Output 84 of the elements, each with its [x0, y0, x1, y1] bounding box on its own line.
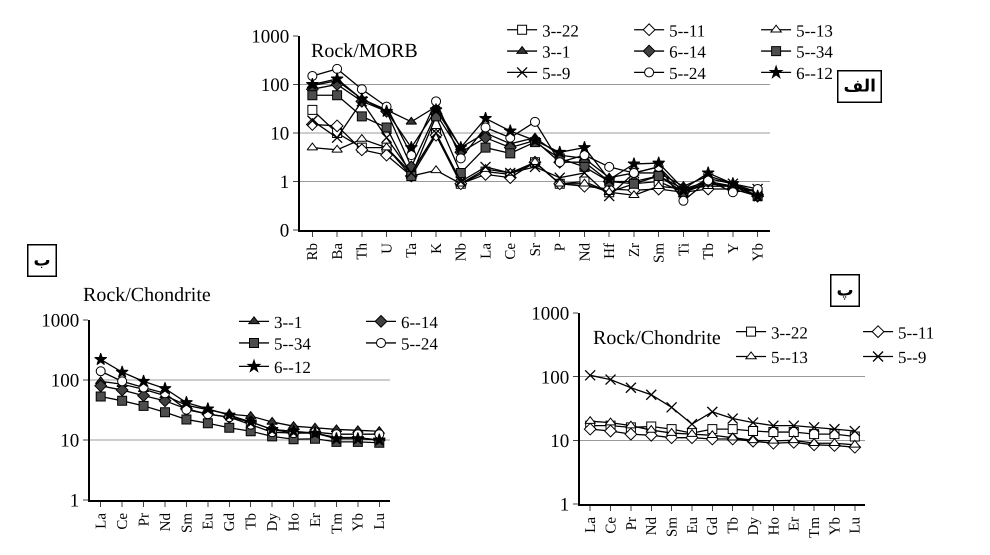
text: ب — [34, 250, 51, 270]
legend-label: 6--14 — [669, 42, 706, 62]
x-tick-label: La — [94, 512, 110, 529]
y-tick-label: 10 — [270, 124, 290, 145]
legend-label: 3--1 — [542, 42, 570, 62]
y-tick-label: 10 — [550, 430, 570, 452]
y-tick-label: 0 — [280, 220, 290, 242]
x-tick-label: Pr — [624, 517, 640, 530]
x-tick-label: U — [379, 242, 396, 254]
x-tick-label: Eu — [200, 512, 217, 530]
legend-label: 5--24 — [669, 64, 706, 84]
x-tick-label: Tb — [244, 513, 260, 530]
legend-label: 3--22 — [771, 323, 808, 342]
text: پ — [836, 280, 854, 300]
x-tick-label: Y — [726, 242, 742, 254]
y-tick-label: 1 — [280, 172, 290, 194]
y-tick-label: 1000 — [531, 304, 570, 325]
x-tick-label: Gd — [705, 516, 722, 536]
x-tick-label: K — [428, 242, 445, 254]
x-tick-label: Ho — [286, 513, 302, 532]
legend-label: 5--9 — [898, 348, 926, 368]
x-tick-label: P — [552, 243, 569, 252]
x-tick-label: La — [583, 516, 600, 533]
legend-label: 3--22 — [542, 21, 579, 40]
x-tick-label: Tb — [701, 243, 718, 260]
x-tick-label: Ce — [115, 512, 132, 530]
x-tick-label: Nd — [644, 516, 660, 536]
y-tick-label: 100 — [540, 367, 570, 388]
x-tick-label: Nd — [577, 242, 594, 262]
y-tick-label: 1 — [70, 490, 80, 512]
text: الف — [844, 76, 876, 96]
legend-label: 5--11 — [669, 21, 706, 40]
y-tick-label: 1000 — [251, 26, 290, 48]
x-tick-label: Dy — [265, 512, 282, 532]
x-tick-label: Yb — [827, 517, 844, 536]
y-tick-label: 100 — [260, 75, 290, 96]
x-tick-label: Tm — [806, 516, 823, 538]
x-tick-label: Nd — [158, 512, 174, 532]
x-tick-label: Sm — [179, 512, 196, 534]
x-tick-label: Ho — [766, 517, 782, 536]
x-tick-label: Sm — [652, 242, 668, 264]
y-tick-label: 10 — [60, 430, 80, 452]
y-tick-label: 1 — [560, 494, 570, 516]
x-tick-label: Tm — [329, 512, 346, 534]
x-tick-label: Th — [354, 242, 371, 260]
x-tick-label: Hf — [602, 242, 618, 259]
x-tick-label: Sr — [528, 243, 544, 256]
x-tick-label: Tb — [726, 517, 742, 534]
x-tick-label: Yb — [750, 243, 767, 262]
annotation: Rock/MORB — [311, 40, 418, 62]
x-tick-label: Ce — [603, 516, 620, 534]
x-tick-label: Zr — [626, 243, 643, 258]
x-tick-label: Pr — [136, 513, 152, 526]
legend-label: 6--14 — [401, 312, 438, 332]
x-tick-label: Lu — [848, 516, 864, 534]
legend-label: 5--24 — [401, 334, 438, 354]
legend-label: 5--13 — [796, 21, 833, 40]
y-tick-label: 1000 — [41, 310, 80, 332]
annotation: Rock/Chondrite — [593, 327, 721, 349]
x-tick-label: Ce — [503, 242, 520, 260]
legend-label: 5--13 — [771, 348, 808, 368]
x-tick-label: Er — [786, 517, 803, 532]
legend-label: 6--12 — [796, 64, 833, 84]
legend-label: 5--9 — [542, 64, 570, 84]
x-tick-label: Er — [308, 513, 324, 528]
text: Rock/Chondrite — [83, 284, 211, 306]
x-tick-label: Ba — [330, 242, 346, 260]
x-tick-label: Sm — [664, 516, 680, 538]
y-tick-label: 100 — [50, 370, 80, 392]
legend-label: 5--34 — [796, 42, 834, 62]
x-tick-label: La — [478, 242, 494, 259]
legend-label: 3--1 — [274, 312, 302, 332]
x-tick-label: Dy — [746, 516, 762, 536]
x-tick-label: Ti — [676, 243, 692, 256]
x-tick-label: Rb — [305, 243, 322, 261]
x-tick-label: Lu — [372, 512, 388, 530]
x-tick-label: Eu — [684, 516, 701, 534]
x-tick-label: Yb — [350, 513, 367, 532]
legend-label: 5--11 — [898, 323, 934, 342]
legend-label: 6--12 — [274, 358, 311, 377]
x-tick-label: Ta — [404, 242, 420, 258]
x-tick-label: Gd — [222, 512, 238, 532]
x-tick-label: Nb — [454, 243, 470, 262]
legend-label: 5--34 — [274, 334, 312, 354]
